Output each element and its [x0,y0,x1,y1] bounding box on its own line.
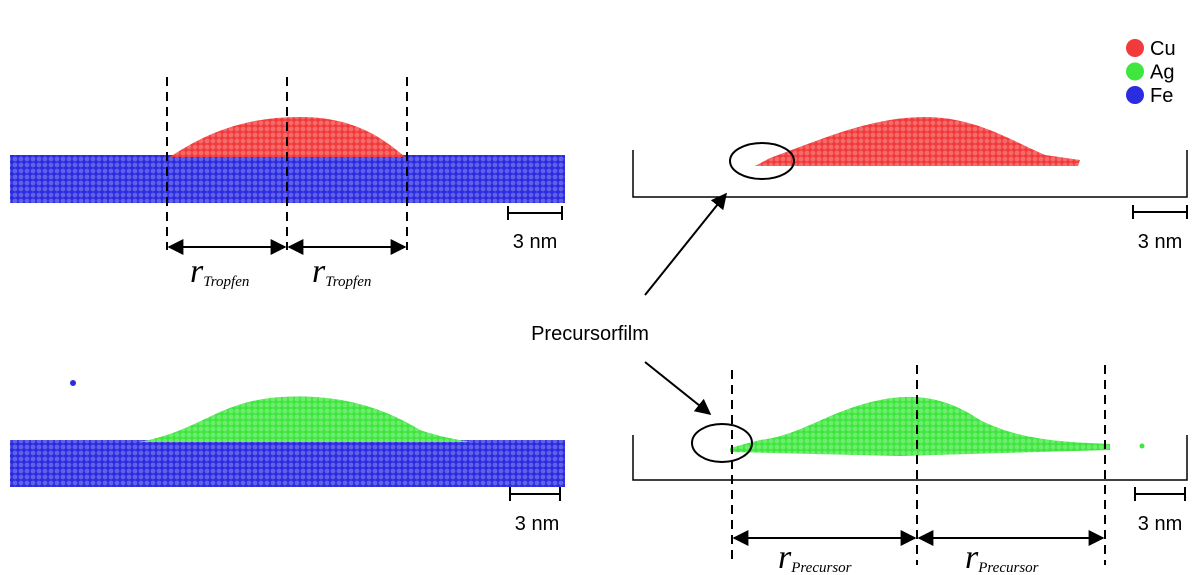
subscript: Tropfen [325,274,371,290]
texture [755,117,1080,166]
legend-label: Cu [1150,38,1176,60]
radius-label: rTropfen [312,253,371,290]
legend-marker [1126,62,1144,81]
texture [730,396,1110,456]
annotation-arrow [644,361,712,415]
texture [140,396,470,442]
scale-bar [507,206,563,220]
symbol: r [965,539,979,575]
legend-label: Ag [1150,62,1174,84]
texture [10,440,565,487]
substrate-outline [632,150,1188,198]
highlight-ellipse [729,142,795,180]
legend-label: Fe [1150,85,1173,107]
legend-marker [1126,86,1144,104]
scale-label: 3 nm [1138,513,1182,535]
subscript: Tropfen [203,274,249,290]
highlight-ellipse [691,423,753,463]
scale-label: 3 nm [1138,231,1182,253]
annotation: Precursorfilm [531,323,649,345]
symbol: r [190,253,204,290]
legend-marker [1126,39,1144,57]
texture [10,155,565,203]
radius-label: rPrecursor [778,539,852,575]
radius-label: rTropfen [190,253,249,290]
symbol: r [312,253,326,290]
scale-label: 3 nm [513,231,557,253]
scale-bar [1134,487,1186,501]
radius-label: rPrecursor [965,539,1039,575]
symbol: r [778,539,792,575]
subscript: Precursor [977,560,1038,575]
scale-bar [1132,205,1188,219]
annotation-arrow [644,192,728,296]
subscript: Precursor [790,560,851,575]
stray-atom [1139,443,1145,449]
substrate-outline [632,435,1188,481]
scale-label: 3 nm [515,513,559,535]
scale-bar [509,487,561,501]
stray-atom [70,380,76,386]
